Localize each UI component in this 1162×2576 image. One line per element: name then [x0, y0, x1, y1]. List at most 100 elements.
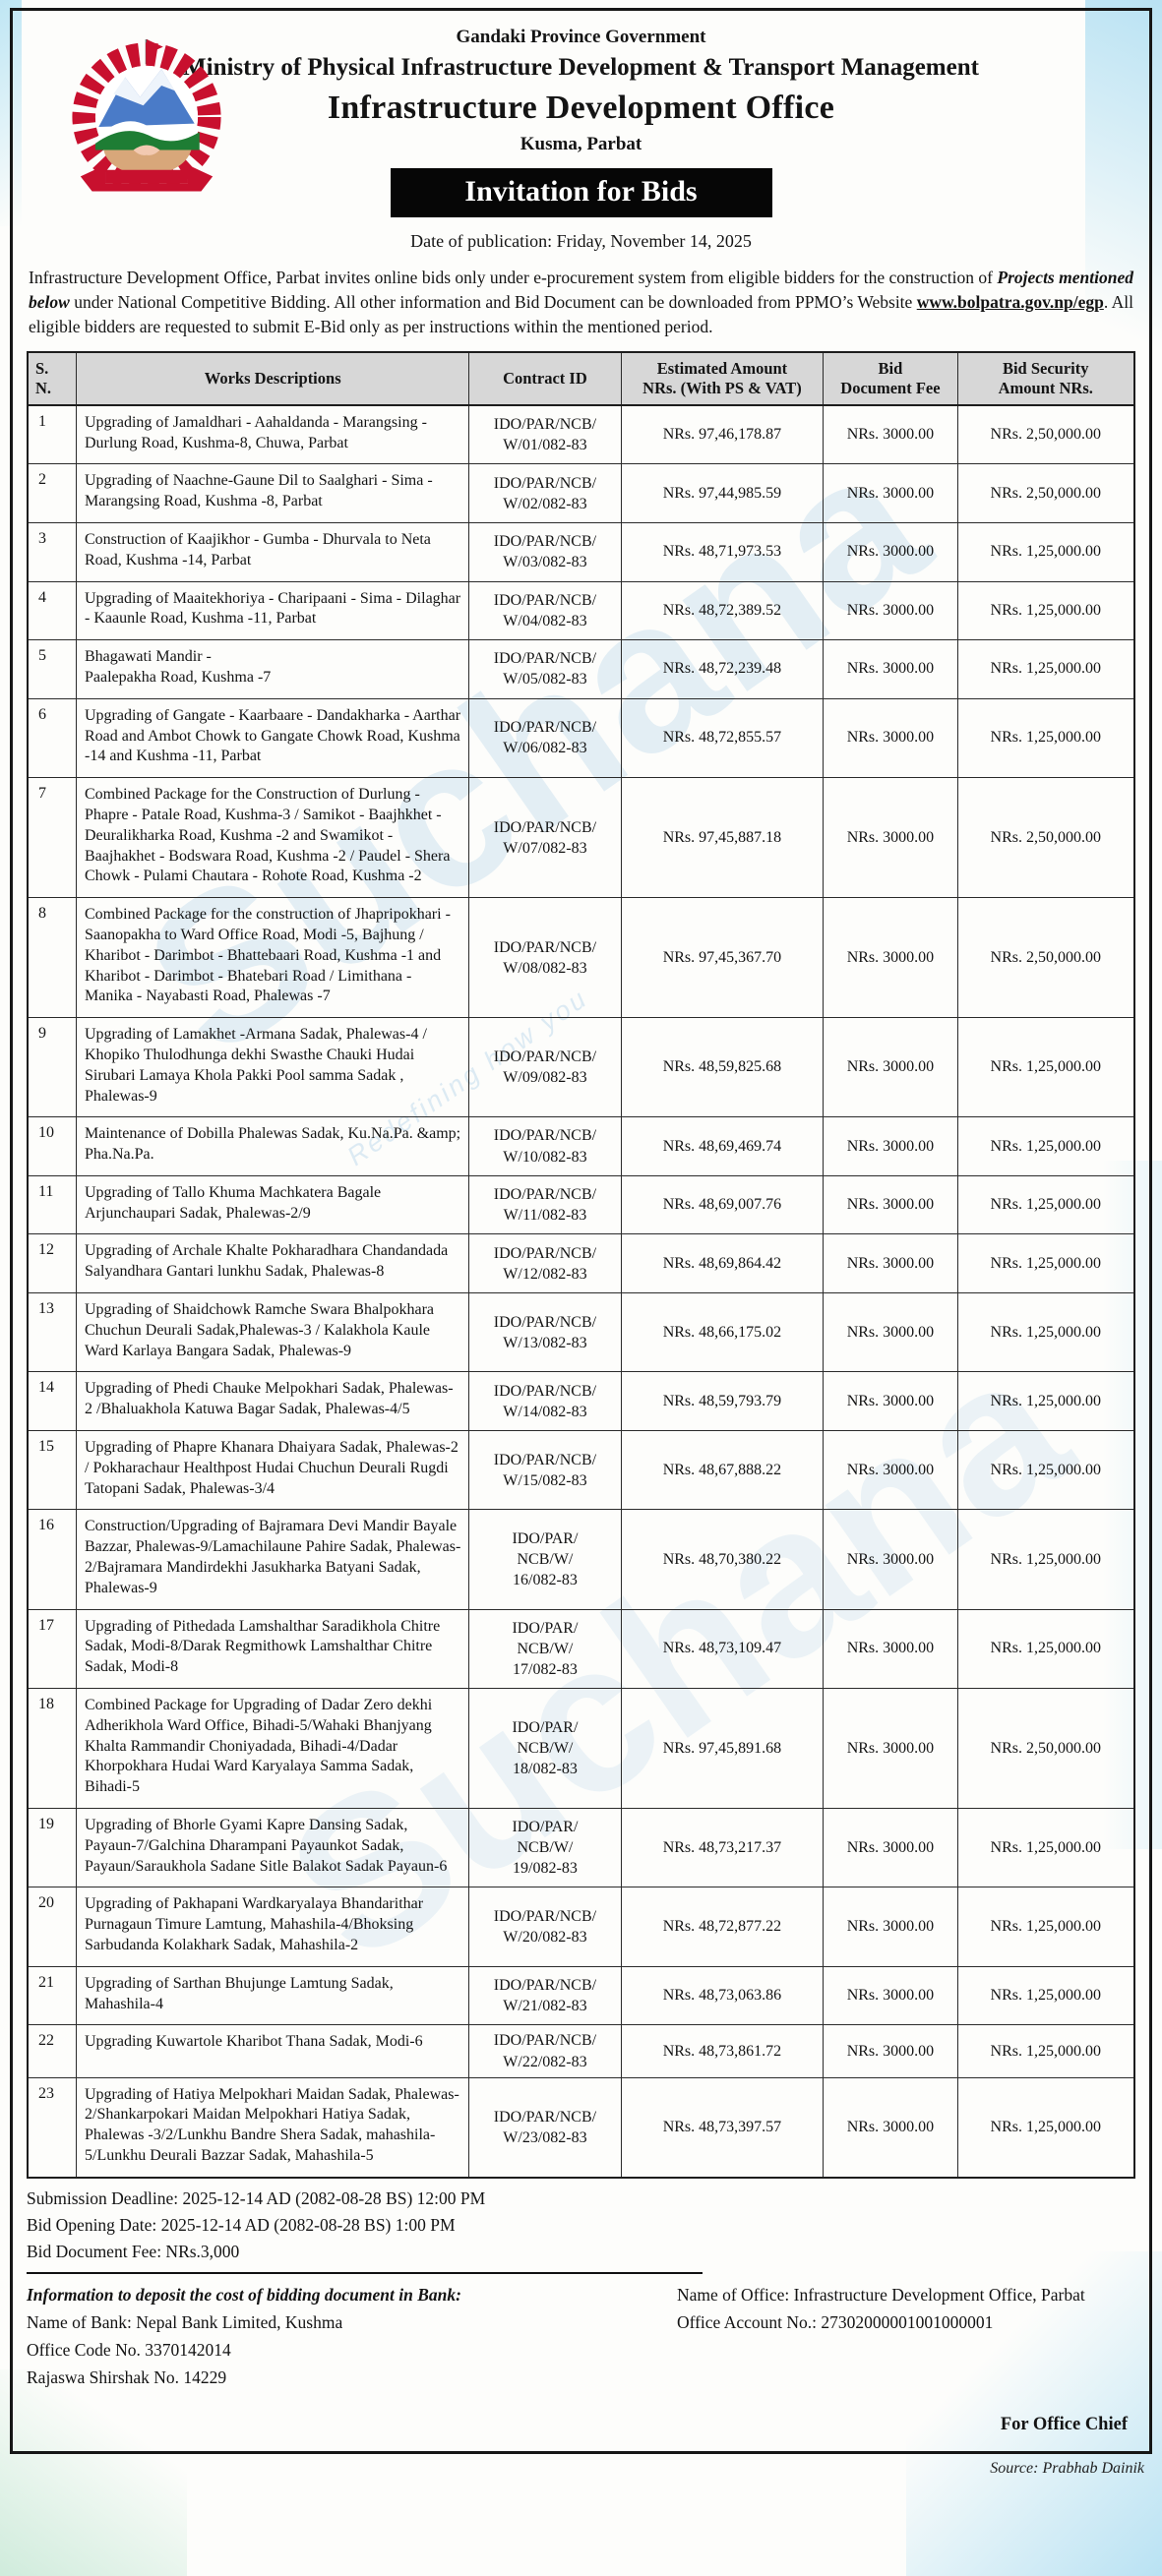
table-row: 10 Maintenance of Dobilla Phalewas Sadak…: [27, 1116, 1135, 1176]
row-contract-id: IDO/PAR/NCB/ W/05/082-83: [468, 639, 622, 699]
table-row: 11 Upgrading of Tallo Khuma Machkatera B…: [27, 1174, 1135, 1235]
row-bid-security: NRs. 1,25,000.00: [956, 1509, 1135, 1610]
row-bid-security: NRs. 1,25,000.00: [956, 2076, 1135, 2179]
bids-table-header: S. N. Works Descriptions Contract ID Est…: [27, 351, 1135, 406]
government-name: Gandaki Province Government: [456, 27, 706, 47]
table-row: 14 Upgrading of Phedi Chauke Melpokhari …: [27, 1371, 1135, 1432]
row-document-fee: NRs. 3000.00: [823, 2076, 958, 2179]
office-account-number: Office Account No.: 27302000001001000001: [676, 2311, 994, 2332]
row-contract-id: IDO/PAR/ NCB/W/ 16/082-83: [468, 1509, 622, 1610]
row-sn: 3: [27, 521, 77, 582]
intro-paragraph: Infrastructure Development Office, Parba…: [29, 266, 1133, 339]
row-sn: 4: [27, 580, 77, 641]
row-estimated-amount: NRs. 48,69,007.76: [620, 1174, 825, 1235]
row-contract-id: IDO/PAR/ NCB/W/ 18/082-83: [468, 1688, 622, 1810]
table-row: 6 Upgrading of Gangate - Kaarbaare - Dan…: [27, 697, 1135, 779]
row-bid-security: NRs. 1,25,000.00: [956, 580, 1135, 641]
row-contract-id: IDO/PAR/NCB/ W/02/082-83: [468, 463, 622, 523]
row-document-fee: NRs. 3000.00: [823, 1371, 958, 1432]
row-contract-id: IDO/PAR/NCB/ W/07/082-83: [468, 777, 622, 899]
row-sn: 20: [27, 1887, 77, 1967]
table-row: 9 Upgrading of Lamakhet -Armana Sadak, P…: [27, 1017, 1135, 1118]
row-description: Upgrading of Pithedada Lamshalthar Sarad…: [75, 1608, 470, 1690]
row-contract-id: IDO/PAR/NCB/ W/15/082-83: [468, 1430, 622, 1511]
row-estimated-amount: NRs. 48,72,239.48: [620, 639, 825, 699]
row-estimated-amount: NRs. 97,45,887.18: [620, 777, 825, 899]
row-description: Upgrading of Sarthan Bhujunge Lamtung Sa…: [75, 1965, 470, 2026]
row-sn: 16: [27, 1509, 77, 1610]
table-row: 5 Bhagawati Mandir - Paalepakha Road, Ku…: [27, 639, 1135, 699]
row-contract-id: IDO/PAR/NCB/ W/22/082-83: [468, 2024, 622, 2078]
deadline-block: Submission Deadline: 2025-12-14 AD (2082…: [27, 2188, 1135, 2262]
bank-info-right: Name of Office: Infrastructure Developme…: [677, 2278, 1135, 2340]
row-description: Upgrading of Maaitekhoriya - Charipaani …: [75, 580, 470, 641]
table-row: 12 Upgrading of Archale Khalte Pokharadh…: [27, 1233, 1135, 1294]
row-estimated-amount: NRs. 48,72,389.52: [620, 580, 825, 641]
row-sn: 11: [27, 1174, 77, 1235]
row-sn: 23: [27, 2076, 77, 2179]
row-contract-id: IDO/PAR/NCB/ W/20/082-83: [468, 1887, 622, 1967]
row-contract-id: IDO/PAR/NCB/ W/11/082-83: [468, 1174, 622, 1235]
row-contract-id: IDO/PAR/NCB/ W/21/082-83: [468, 1965, 622, 2026]
office-name-footer: Name of Office: Infrastructure Developme…: [676, 2284, 1085, 2305]
row-description: Upgrading of Naachne-Gaune Dil to Saalgh…: [75, 463, 470, 523]
office-location: Kusma, Parbat: [520, 134, 642, 154]
row-document-fee: NRs. 3000.00: [823, 463, 958, 523]
bid-document-fee: Bid Document Fee: NRs.3,000: [27, 2241, 240, 2261]
row-description: Upgrading of Jamaldhari - Aahaldanda - M…: [75, 404, 470, 465]
row-sn: 7: [27, 777, 77, 899]
table-row: 21 Upgrading of Sarthan Bhujunge Lamtung…: [27, 1965, 1135, 2026]
col-header-bid-security: Bid Security Amount NRs.: [956, 351, 1135, 406]
row-estimated-amount: NRs. 48,66,175.02: [620, 1292, 825, 1373]
row-bid-security: NRs. 2,50,000.00: [956, 1688, 1135, 1810]
row-bid-security: NRs. 1,25,000.00: [956, 2024, 1135, 2078]
bids-table-body: 1 Upgrading of Jamaldhari - Aahaldanda -…: [27, 404, 1135, 2179]
row-sn: 17: [27, 1608, 77, 1690]
row-bid-security: NRs. 1,25,000.00: [956, 1116, 1135, 1176]
intro-text-2: under National Competitive Bidding. All …: [69, 291, 917, 312]
row-estimated-amount: NRs. 48,59,825.68: [620, 1017, 825, 1118]
row-sn: 21: [27, 1965, 77, 2026]
row-sn: 14: [27, 1371, 77, 1432]
row-document-fee: NRs. 3000.00: [823, 1509, 958, 1610]
bank-name: Name of Bank: Nepal Bank Limited, Kushma: [27, 2311, 343, 2332]
col-header-sn: S. N.: [27, 351, 77, 406]
row-document-fee: NRs. 3000.00: [823, 639, 958, 699]
row-bid-security: NRs. 2,50,000.00: [956, 777, 1135, 899]
row-contract-id: IDO/PAR/NCB/ W/08/082-83: [468, 897, 622, 1019]
row-description: Upgrading Kuwartole Kharibot Thana Sadak…: [75, 2024, 470, 2078]
row-sn: 18: [27, 1688, 77, 1810]
row-sn: 22: [27, 2024, 77, 2078]
row-description: Upgrading of Pakhapani Wardkaryalaya Bha…: [75, 1887, 470, 1967]
row-bid-security: NRs. 1,25,000.00: [956, 1233, 1135, 1294]
row-document-fee: NRs. 3000.00: [823, 697, 958, 779]
row-estimated-amount: NRs. 48,72,877.22: [620, 1887, 825, 1967]
row-sn: 1: [27, 404, 77, 465]
row-description: Upgrading of Hatiya Melpokhari Maidan Sa…: [75, 2076, 470, 2179]
row-estimated-amount: NRs. 97,45,891.68: [620, 1688, 825, 1810]
row-contract-id: IDO/PAR/ NCB/W/ 17/082-83: [468, 1608, 622, 1690]
row-bid-security: NRs. 1,25,000.00: [956, 521, 1135, 582]
row-description: Combined Package for the construction of…: [75, 897, 470, 1019]
row-contract-id: IDO/PAR/ NCB/W/ 19/082-83: [468, 1808, 622, 1888]
row-bid-security: NRs. 1,25,000.00: [956, 1292, 1135, 1373]
table-row: 17 Upgrading of Pithedada Lamshalthar Sa…: [27, 1608, 1135, 1690]
row-document-fee: NRs. 3000.00: [823, 1887, 958, 1967]
row-bid-security: NRs. 1,25,000.00: [956, 639, 1135, 699]
row-bid-security: NRs. 2,50,000.00: [956, 897, 1135, 1019]
table-row: 8 Combined Package for the construction …: [27, 897, 1135, 1019]
bid-opening-date: Bid Opening Date: 2025-12-14 AD (2082-08…: [27, 2214, 456, 2235]
row-bid-security: NRs. 1,25,000.00: [956, 697, 1135, 779]
notice-border-frame: Gandaki Province Government Ministry of …: [10, 8, 1152, 2454]
row-description: Upgrading of Lamakhet -Armana Sadak, Pha…: [75, 1017, 470, 1118]
row-contract-id: IDO/PAR/NCB/ W/10/082-83: [468, 1116, 622, 1176]
bids-table: S. N. Works Descriptions Contract ID Est…: [27, 350, 1135, 2179]
row-sn: 9: [27, 1017, 77, 1118]
row-sn: 2: [27, 463, 77, 523]
row-bid-security: NRs. 1,25,000.00: [956, 1887, 1135, 1967]
publication-date: Date of publication: Friday, November 14…: [410, 231, 752, 251]
signature-line: For Office Chief: [1000, 2414, 1128, 2434]
row-document-fee: NRs. 3000.00: [823, 1292, 958, 1373]
row-contract-id: IDO/PAR/NCB/ W/01/082-83: [468, 404, 622, 465]
col-header-document-fee: Bid Document Fee: [823, 351, 958, 406]
